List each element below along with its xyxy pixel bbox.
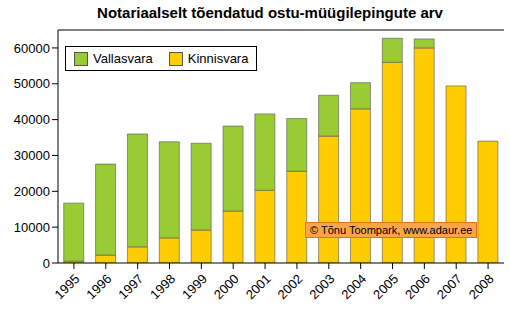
svg-text:2002: 2002 <box>275 271 306 302</box>
svg-text:20000: 20000 <box>14 184 50 199</box>
svg-text:2004: 2004 <box>338 271 369 302</box>
svg-text:0: 0 <box>43 256 50 271</box>
html-text:Kinnisvara: Kinnisvara <box>187 51 249 66</box>
svg-text:1999: 1999 <box>179 271 210 302</box>
svg-text:2007: 2007 <box>434 271 465 302</box>
svg-text:30000: 30000 <box>14 148 50 163</box>
svg-text:1997: 1997 <box>115 271 146 302</box>
svg-text:1998: 1998 <box>147 271 178 302</box>
svg-text:50000: 50000 <box>14 76 50 91</box>
svg-text:2006: 2006 <box>402 271 433 302</box>
html-text:Notariaalselt tõendatud ostu-m: Notariaalselt tõendatud ostu-müügileping… <box>97 4 443 21</box>
svg-text:2000: 2000 <box>211 271 242 302</box>
svg-text:40000: 40000 <box>14 112 50 127</box>
svg-text:2005: 2005 <box>370 271 401 302</box>
svg-text:1996: 1996 <box>83 271 114 302</box>
svg-text:2003: 2003 <box>306 271 337 302</box>
svg-text:60000: 60000 <box>14 41 50 56</box>
svg-text:1995: 1995 <box>52 271 83 302</box>
html-text:© Tõnu Toompark, www.adaur.ee: © Tõnu Toompark, www.adaur.ee <box>310 224 473 236</box>
svg-text:10000: 10000 <box>14 220 50 235</box>
html-text:Vallasvara: Vallasvara <box>93 51 153 66</box>
svg-text:2001: 2001 <box>243 271 274 302</box>
svg-text:2008: 2008 <box>466 271 497 302</box>
